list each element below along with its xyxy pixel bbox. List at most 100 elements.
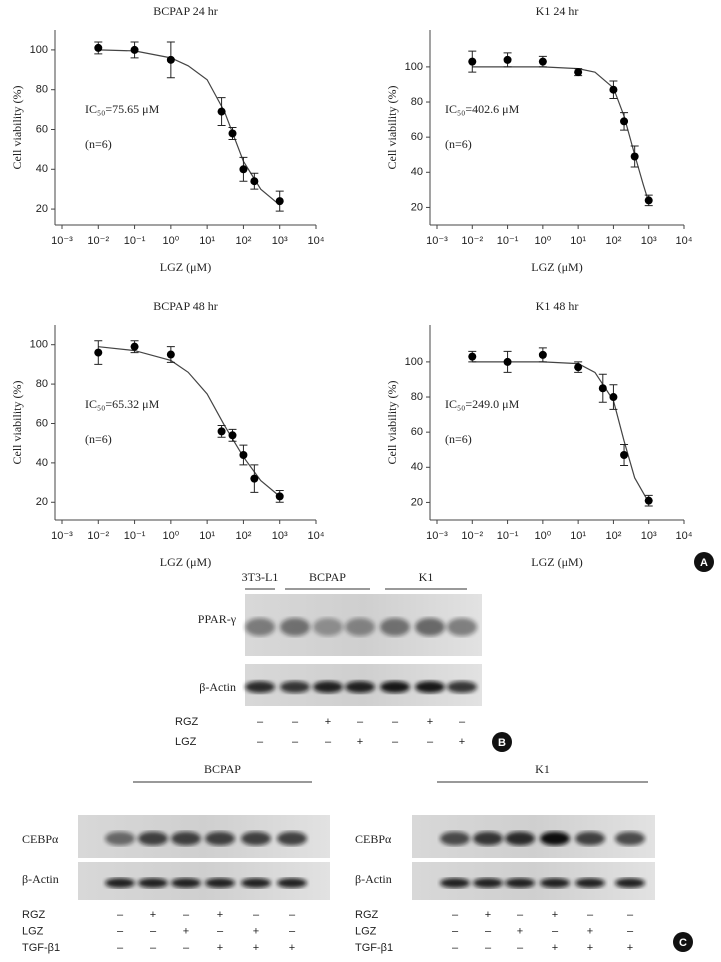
- blot-band: [345, 618, 375, 636]
- x-tick-label: 10²: [605, 235, 621, 247]
- x-axis-label: LGZ (μM): [160, 260, 211, 274]
- y-tick-label: 20: [36, 203, 48, 215]
- treatment-sign: –: [117, 909, 124, 921]
- treatment-sign: +: [517, 925, 523, 937]
- data-point: [644, 196, 653, 205]
- x-tick-label: 10⁰: [163, 530, 180, 542]
- y-tick-label: 60: [411, 426, 423, 438]
- panel-badge: [492, 732, 512, 752]
- blot-band: [280, 618, 310, 636]
- data-point: [250, 474, 259, 483]
- x-tick-label: 10⁻³: [51, 235, 73, 247]
- treatment-sign: –: [392, 736, 399, 748]
- data-point: [239, 165, 248, 174]
- treatment-sign: –: [253, 909, 260, 921]
- x-tick-label: 10²: [235, 235, 251, 247]
- y-tick-label: 100: [30, 339, 48, 351]
- treatment-sign: –: [117, 925, 124, 937]
- x-tick-label: 10¹: [199, 530, 215, 542]
- x-tick-label: 10⁴: [676, 235, 693, 247]
- x-tick-label: 10⁻³: [426, 530, 448, 542]
- treatment-sign: –: [257, 716, 264, 728]
- blot-band: [540, 878, 570, 888]
- treatment-label: LGZ: [175, 736, 197, 748]
- data-point: [275, 197, 284, 206]
- blot-band: [313, 618, 343, 636]
- y-axis-label: Cell viability (%): [10, 86, 24, 170]
- blot-band: [345, 681, 375, 693]
- treatment-label: RGZ: [355, 909, 379, 921]
- treatment-sign: –: [452, 909, 459, 921]
- blot-band: [280, 681, 310, 693]
- blot-band: [205, 878, 235, 888]
- blot-band: [138, 831, 168, 846]
- blot-band: [447, 618, 477, 636]
- x-tick-label: 10⁴: [308, 530, 325, 542]
- treatment-sign: –: [217, 925, 224, 937]
- data-point: [275, 492, 284, 501]
- chart-title: BCPAP 24 hr: [153, 4, 217, 18]
- treatment-sign: +: [183, 925, 189, 937]
- x-tick-label: 10⁻²: [87, 235, 109, 247]
- blot-band: [313, 681, 343, 693]
- treatment-sign: –: [183, 942, 190, 954]
- y-tick-label: 40: [36, 457, 48, 469]
- blot-band: [440, 831, 470, 846]
- data-point: [574, 363, 583, 372]
- x-tick-label: 10¹: [570, 235, 586, 247]
- blot-band: [473, 878, 503, 888]
- blot-band: [415, 618, 445, 636]
- data-point: [166, 350, 175, 359]
- treatment-sign: –: [392, 716, 399, 728]
- x-tick-label: 10²: [235, 530, 251, 542]
- blot-band: [540, 831, 570, 846]
- x-tick-label: 10⁰: [535, 530, 552, 542]
- treatment-label: LGZ: [22, 925, 44, 937]
- annotation: IC₅₀=402.6 μM: [445, 102, 520, 116]
- x-tick-label: 10⁻¹: [124, 530, 146, 542]
- treatment-sign: +: [552, 909, 558, 921]
- blot-band: [277, 878, 307, 888]
- x-tick-label: 10²: [605, 530, 621, 542]
- data-point: [217, 107, 226, 116]
- data-point: [250, 177, 259, 186]
- treatment-sign: –: [627, 909, 634, 921]
- treatment-label: TGF-β1: [22, 942, 60, 954]
- x-tick-label: 10³: [641, 235, 657, 247]
- y-axis-label: Cell viability (%): [385, 381, 399, 465]
- row-label: CEBPα: [355, 832, 392, 846]
- blot-band: [615, 878, 645, 888]
- x-tick-label: 10⁴: [308, 235, 325, 247]
- row-label: PPAR-γ: [198, 612, 237, 626]
- x-axis-label: LGZ (μM): [160, 555, 211, 569]
- blot-band: [171, 831, 201, 846]
- data-point: [538, 350, 547, 359]
- data-point: [574, 68, 583, 77]
- fit-curve: [472, 361, 650, 503]
- x-tick-label: 10³: [272, 530, 288, 542]
- y-tick-label: 60: [36, 417, 48, 429]
- annotation: IC₅₀=65.32 μM: [85, 397, 160, 411]
- blot-band: [380, 618, 410, 636]
- treatment-sign: +: [289, 942, 295, 954]
- y-axis-label: Cell viability (%): [10, 381, 24, 465]
- panel-label: A: [700, 557, 708, 569]
- blot-band: [415, 681, 445, 693]
- data-point: [130, 45, 139, 54]
- data-point: [644, 496, 653, 505]
- treatment-sign: –: [627, 925, 634, 937]
- treatment-label: LGZ: [355, 925, 377, 937]
- treatment-sign: +: [253, 925, 259, 937]
- chart-title: BCPAP 48 hr: [153, 299, 217, 313]
- blot-band: [615, 831, 645, 846]
- annotation: (n=6): [85, 432, 112, 446]
- treatment-label: RGZ: [22, 909, 46, 921]
- treatment-sign: +: [253, 942, 259, 954]
- blot-band: [138, 878, 168, 888]
- treatment-sign: –: [150, 942, 157, 954]
- treatment-sign: –: [485, 942, 492, 954]
- treatment-label: RGZ: [175, 716, 199, 728]
- treatment-sign: –: [183, 909, 190, 921]
- treatment-sign: –: [257, 736, 264, 748]
- x-tick-label: 10⁰: [163, 235, 180, 247]
